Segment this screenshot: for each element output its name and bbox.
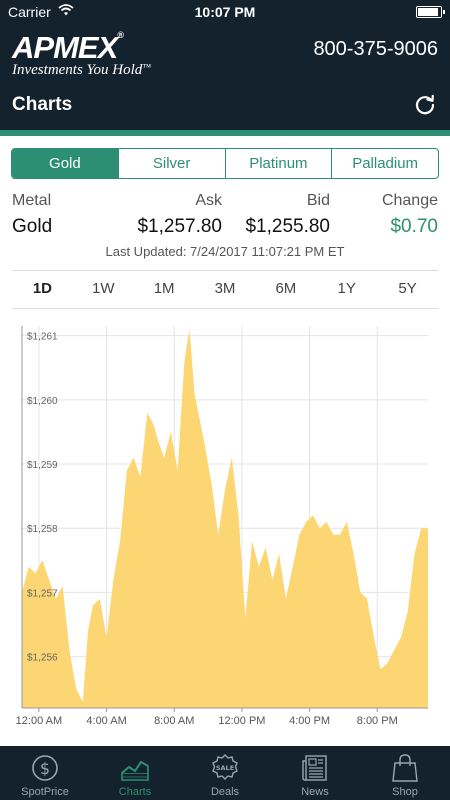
gold-price-chart[interactable]: $1,261 $1,260 $1,259 $1,258 $1,257 $1,256 12:0… (0, 318, 450, 738)
x-tick-label: 8:00 AM (154, 715, 194, 727)
metal-segmented-control: Gold Silver Platinum Palladium (11, 148, 439, 179)
divider (12, 270, 438, 271)
page-title: Charts (12, 94, 73, 115)
tabbar-label: SpotPrice (21, 786, 69, 798)
tabbar-shop[interactable]: Shop (360, 746, 450, 800)
svg-text:$: $ (40, 759, 50, 778)
last-updated-text: Last Updated: 7/24/2017 11:07:21 PM ET (105, 244, 345, 259)
change-value: $0.70 (390, 216, 438, 237)
tabbar-label: Charts (118, 786, 152, 798)
divider (12, 308, 438, 309)
shopping-bag-icon (392, 754, 418, 782)
range-tab-1d[interactable]: 1D (32, 280, 53, 297)
refresh-icon[interactable] (414, 94, 436, 116)
range-tab-5y[interactable]: 5Y (398, 280, 417, 297)
tabbar-label: Shop (392, 786, 418, 798)
header-accent-stripe (0, 130, 450, 136)
ask-price: $1,257.80 (137, 216, 222, 237)
logo-tagline: Investments You Hold (12, 62, 143, 78)
metal-tab-gold[interactable]: Gold (12, 149, 118, 178)
ask-header: Ask (195, 192, 222, 209)
x-tick-label: 12:00 AM (16, 715, 62, 727)
metal-tab-platinum[interactable]: Platinum (224, 149, 332, 178)
range-tab-6m[interactable]: 6M (275, 280, 297, 297)
tabbar-news[interactable]: News (270, 746, 360, 800)
x-tick-label: 8:00 PM (357, 715, 398, 727)
bid-price: $1,255.80 (245, 216, 330, 237)
bid-header: Bid (306, 192, 330, 209)
wifi-icon (58, 3, 74, 20)
y-tick-label: $1,256 (27, 653, 58, 664)
y-tick-label: $1,261 (27, 332, 58, 343)
phone-number-link[interactable]: 800-375-9006 (313, 38, 438, 60)
tabbar-deals[interactable]: SALE Deals (180, 746, 270, 800)
x-tick-label: 4:00 AM (86, 715, 126, 727)
carrier-label: Carrier (8, 4, 51, 20)
dollar-coin-icon: $ (32, 755, 58, 781)
metal-tab-silver[interactable]: Silver (117, 149, 225, 178)
status-time: 10:07 PM (194, 4, 256, 20)
change-header: Change (381, 192, 438, 209)
bottom-tab-bar: $ SpotPrice Charts SALE Deals News Shop (0, 746, 450, 800)
sale-badge-icon: SALE (212, 754, 238, 780)
time-range-tabs: 1D 1W 1M 3M 6M 1Y 5Y (12, 272, 438, 306)
range-tab-1m[interactable]: 1M (153, 280, 175, 297)
x-tick-label: 12:00 PM (218, 715, 265, 727)
y-tick-label: $1,259 (27, 460, 58, 471)
price-area (22, 329, 428, 708)
y-tick-label: $1,260 (27, 396, 58, 407)
y-tick-label: $1,257 (27, 588, 58, 599)
metal-tab-palladium[interactable]: Palladium (331, 149, 438, 178)
tabbar-charts[interactable]: Charts (90, 746, 180, 800)
range-tab-3m[interactable]: 3M (214, 280, 236, 297)
range-tab-1w[interactable]: 1W (92, 280, 115, 297)
x-tick-label: 4:00 PM (289, 715, 330, 727)
metal-value: Gold (12, 216, 53, 237)
logo-trademark: ™ (142, 62, 152, 72)
tabbar-label: News (301, 786, 329, 798)
app-header: APMEX® Investments You Hold™ 800-375-900… (0, 24, 450, 130)
range-tab-1y[interactable]: 1Y (337, 280, 356, 297)
logo-registered: ® (117, 30, 124, 40)
battery-icon (416, 6, 445, 18)
svg-text:SALE: SALE (216, 764, 234, 772)
tabbar-spotprice[interactable]: $ SpotPrice (0, 746, 90, 800)
newspaper-icon (302, 755, 327, 781)
tabbar-label: Deals (210, 786, 240, 798)
line-chart-icon (121, 760, 149, 781)
logo-brand: APMEX (12, 30, 118, 65)
metal-header: Metal (12, 192, 52, 209)
apmex-logo: APMEX® Investments You Hold™ (12, 30, 151, 79)
y-tick-label: $1,258 (27, 524, 58, 535)
status-bar: Carrier 10:07 PM (0, 0, 450, 24)
